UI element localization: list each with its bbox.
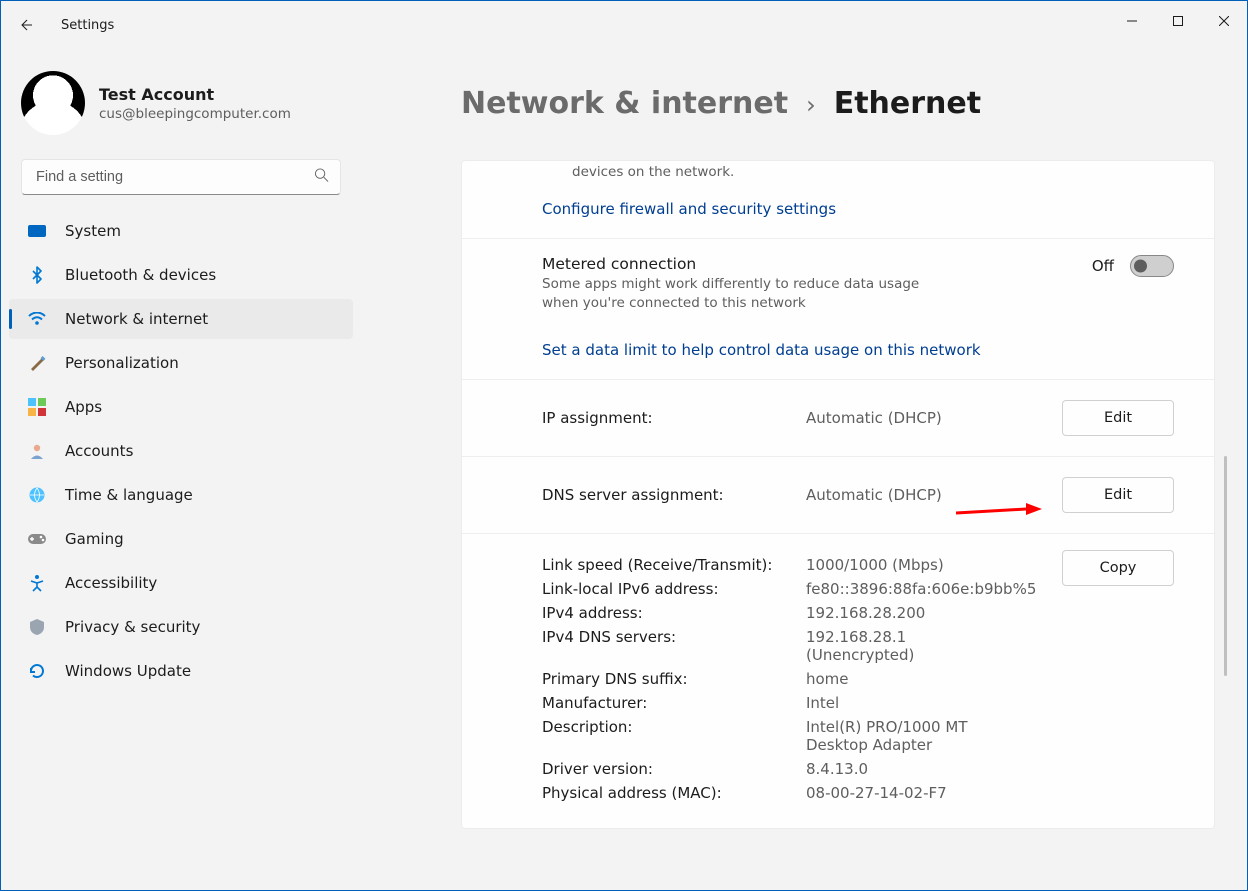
- firewall-link[interactable]: Configure firewall and security settings: [542, 200, 836, 218]
- sidebar-item-label: Accounts: [65, 442, 133, 460]
- detail-value: 1000/1000 (Mbps): [806, 556, 1016, 574]
- gaming-icon: [27, 529, 47, 549]
- sidebar-item-label: Accessibility: [65, 574, 157, 592]
- close-button[interactable]: [1201, 1, 1247, 41]
- truncated-text: devices on the network.: [572, 163, 1174, 183]
- sidebar-item-label: Time & language: [65, 486, 193, 504]
- details-grid: Link speed (Receive/Transmit):1000/1000 …: [542, 550, 1062, 808]
- data-limit-link[interactable]: Set a data limit to help control data us…: [542, 341, 981, 359]
- detail-value: 192.168.28.200: [806, 604, 1016, 622]
- accounts-icon: [27, 441, 47, 461]
- bluetooth-icon: [27, 265, 47, 285]
- detail-value: 192.168.28.1 (Unencrypted): [806, 628, 1016, 664]
- detail-key: Link-local IPv6 address:: [542, 580, 802, 598]
- dns-assignment-value: Automatic (DHCP): [806, 486, 1062, 504]
- detail-value: 08-00-27-14-02-F7: [806, 784, 1016, 802]
- detail-value: Intel: [806, 694, 1016, 712]
- sidebar-item-label: Gaming: [65, 530, 124, 548]
- back-button[interactable]: [1, 17, 49, 33]
- accessibility-icon: [27, 573, 47, 593]
- detail-key: IPv4 DNS servers:: [542, 628, 802, 664]
- detail-value: home: [806, 670, 1016, 688]
- scrollbar-thumb[interactable]: [1224, 456, 1227, 676]
- update-icon: [27, 661, 47, 681]
- maximize-button[interactable]: [1155, 1, 1201, 41]
- search-box: [21, 159, 341, 195]
- sidebar-item-accessibility[interactable]: Accessibility: [9, 563, 353, 603]
- brush-icon: [27, 353, 47, 373]
- detail-key: IPv4 address:: [542, 604, 802, 622]
- minimize-button[interactable]: [1109, 1, 1155, 41]
- detail-key: Description:: [542, 718, 802, 754]
- detail-key: Link speed (Receive/Transmit):: [542, 556, 802, 574]
- sidebar-item-accounts[interactable]: Accounts: [9, 431, 353, 471]
- ip-assignment-edit-button[interactable]: Edit: [1062, 400, 1174, 436]
- sidebar-item-privacy[interactable]: Privacy & security: [9, 607, 353, 647]
- window-controls: [1109, 1, 1247, 41]
- profile-block[interactable]: Test Account cus@bleepingcomputer.com: [1, 71, 361, 155]
- breadcrumb: Network & internet › Ethernet: [461, 86, 1231, 121]
- metered-subtitle: Some apps might work differently to redu…: [542, 275, 942, 314]
- detail-row: Physical address (MAC):08-00-27-14-02-F7: [542, 784, 1062, 802]
- sidebar-item-apps[interactable]: Apps: [9, 387, 353, 427]
- dns-assignment-label: DNS server assignment:: [542, 486, 802, 504]
- sidebar-item-label: System: [65, 222, 121, 240]
- profile-name: Test Account: [99, 85, 291, 104]
- sidebar-item-label: Windows Update: [65, 662, 191, 680]
- metered-state-label: Off: [1092, 257, 1114, 275]
- sidebar-item-label: Bluetooth & devices: [65, 266, 216, 284]
- apps-icon: [27, 397, 47, 417]
- metered-toggle[interactable]: [1130, 255, 1174, 277]
- sidebar-item-system[interactable]: System: [9, 211, 353, 251]
- sidebar-item-windows-update[interactable]: Windows Update: [9, 651, 353, 691]
- sidebar-item-label: Privacy & security: [65, 618, 200, 636]
- detail-value: 8.4.13.0: [806, 760, 1016, 778]
- shield-icon: [27, 617, 47, 637]
- detail-key: Primary DNS suffix:: [542, 670, 802, 688]
- sidebar-item-label: Apps: [65, 398, 102, 416]
- sidebar-item-personalization[interactable]: Personalization: [9, 343, 353, 383]
- detail-row: IPv4 address:192.168.28.200: [542, 604, 1062, 622]
- detail-value: Intel(R) PRO/1000 MT Desktop Adapter: [806, 718, 1016, 754]
- profile-email: cus@bleepingcomputer.com: [99, 106, 291, 122]
- ip-assignment-label: IP assignment:: [542, 409, 802, 427]
- copy-button[interactable]: Copy: [1062, 550, 1174, 586]
- sidebar-item-bluetooth[interactable]: Bluetooth & devices: [9, 255, 353, 295]
- detail-row: Link-local IPv6 address:fe80::3896:88fa:…: [542, 580, 1062, 598]
- sidebar-item-time-language[interactable]: Time & language: [9, 475, 353, 515]
- ip-assignment-value: Automatic (DHCP): [806, 409, 1062, 427]
- chevron-right-icon: ›: [806, 91, 816, 119]
- detail-row: Manufacturer:Intel: [542, 694, 1062, 712]
- sidebar-item-network[interactable]: Network & internet: [9, 299, 353, 339]
- detail-value: fe80::3896:88fa:606e:b9bb%5: [806, 580, 1016, 598]
- detail-key: Driver version:: [542, 760, 802, 778]
- detail-row: IPv4 DNS servers:192.168.28.1 (Unencrypt…: [542, 628, 1062, 664]
- detail-row: Description:Intel(R) PRO/1000 MT Desktop…: [542, 718, 1062, 754]
- sidebar: Test Account cus@bleepingcomputer.com Sy…: [1, 61, 361, 890]
- breadcrumb-current: Ethernet: [834, 86, 981, 121]
- settings-card: devices on the network. Configure firewa…: [461, 160, 1215, 829]
- search-icon: [314, 168, 329, 187]
- dns-assignment-edit-button[interactable]: Edit: [1062, 477, 1174, 513]
- globe-clock-icon: [27, 485, 47, 505]
- wifi-icon: [27, 309, 47, 329]
- sidebar-item-gaming[interactable]: Gaming: [9, 519, 353, 559]
- search-input[interactable]: [21, 159, 341, 195]
- app-title: Settings: [49, 18, 114, 33]
- titlebar: Settings: [1, 1, 1247, 49]
- content-scroll: devices on the network. Configure firewa…: [461, 160, 1231, 890]
- detail-row: Primary DNS suffix:home: [542, 670, 1062, 688]
- system-icon: [27, 221, 47, 241]
- metered-title: Metered connection: [542, 255, 1092, 273]
- breadcrumb-parent[interactable]: Network & internet: [461, 86, 788, 121]
- detail-key: Physical address (MAC):: [542, 784, 802, 802]
- detail-key: Manufacturer:: [542, 694, 802, 712]
- sidebar-item-label: Personalization: [65, 354, 179, 372]
- sidebar-item-label: Network & internet: [65, 310, 208, 328]
- detail-row: Driver version:8.4.13.0: [542, 760, 1062, 778]
- main-content: Network & internet › Ethernet devices on…: [461, 86, 1231, 890]
- sidebar-nav: System Bluetooth & devices Network & int…: [1, 211, 361, 691]
- avatar: [21, 71, 85, 135]
- detail-row: Link speed (Receive/Transmit):1000/1000 …: [542, 556, 1062, 574]
